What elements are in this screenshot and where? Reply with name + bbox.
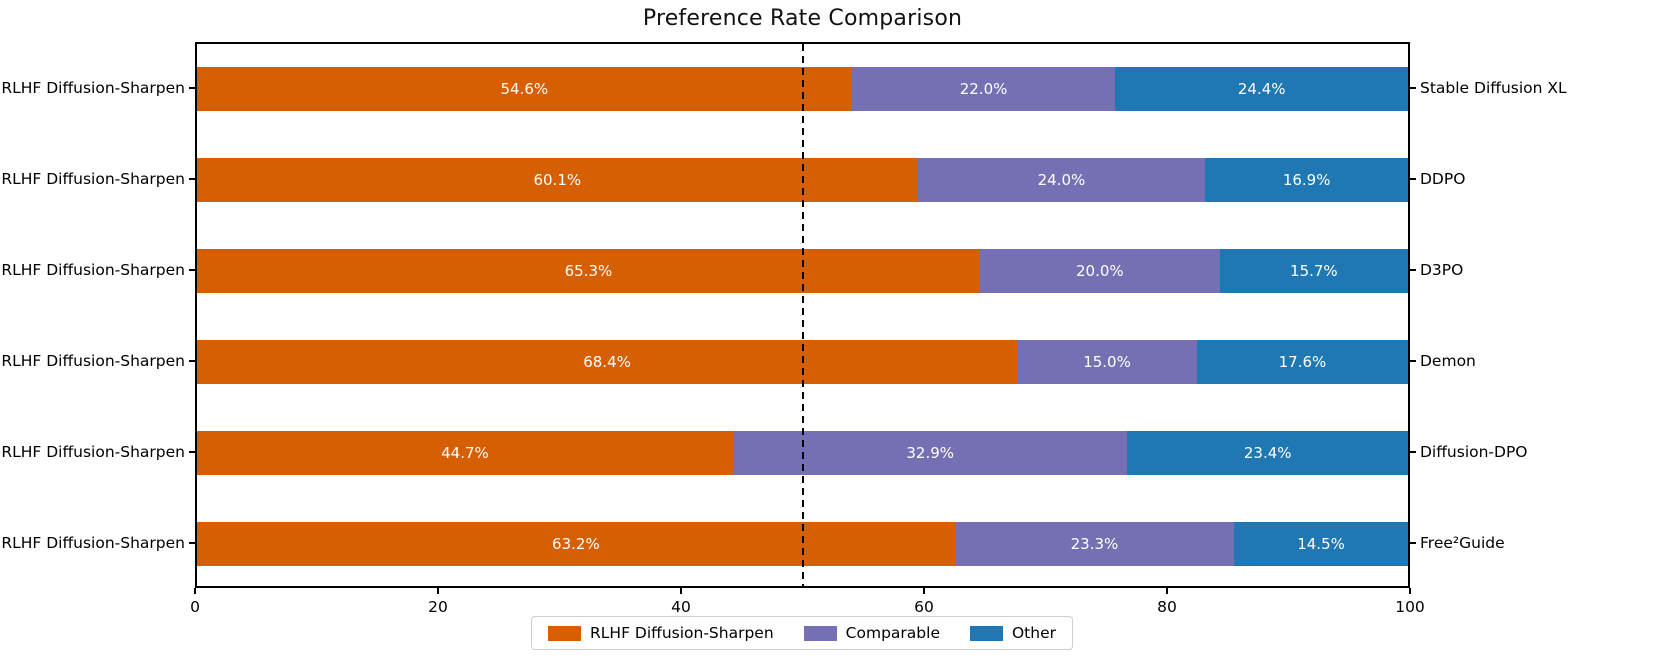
right-axis-tick	[1410, 177, 1416, 180]
row-label-right: DDPO	[1420, 169, 1466, 188]
bar-value-label: 24.0%	[1037, 171, 1086, 189]
legend-swatch	[969, 625, 1003, 641]
bar-segment: 14.5%	[1234, 522, 1408, 566]
row-label-right: Stable Diffusion XL	[1420, 78, 1567, 97]
stacked-bar: 60.1% 24.0% 16.9%	[197, 158, 1408, 202]
bar-segment: 23.4%	[1127, 431, 1408, 475]
bar-segment: 65.3%	[197, 249, 980, 293]
legend-item: RLHF Diffusion-Sharpen	[548, 624, 774, 642]
bar-value-label: 17.6%	[1278, 353, 1327, 371]
stacked-bar: 68.4% 15.0% 17.6%	[197, 340, 1408, 384]
chart-title: Preference Rate Comparison	[642, 6, 963, 31]
bar-segment: 44.7%	[197, 431, 733, 475]
bar-value-label: 16.9%	[1282, 171, 1331, 189]
bar-row: 68.4% 15.0% 17.6%	[197, 317, 1408, 408]
x-tick-label: 80	[1157, 598, 1177, 616]
left-axis-tick	[189, 359, 195, 362]
bar-value-label: 15.7%	[1290, 262, 1338, 280]
bar-row: 63.2% 23.3% 14.5%	[197, 499, 1408, 590]
left-axis-tick	[189, 541, 195, 544]
left-axis-tick	[189, 86, 195, 89]
right-axis-tick	[1410, 268, 1416, 271]
x-tick-label: 100	[1395, 598, 1425, 616]
x-tick-label: 0	[190, 598, 200, 616]
legend-swatch	[548, 625, 582, 641]
row-label-left: RLHF Diffusion-Sharpen	[1, 533, 185, 552]
x-axis-tick	[437, 588, 439, 594]
bar-segment: 15.7%	[1219, 249, 1408, 293]
bar-segment: 15.0%	[1017, 340, 1197, 384]
reference-line	[801, 44, 804, 586]
bar-segment: 60.1%	[197, 158, 918, 202]
stacked-bar: 65.3% 20.0% 15.7%	[197, 249, 1408, 293]
row-label-left: RLHF Diffusion-Sharpen	[1, 442, 185, 461]
bar-segment: 20.0%	[979, 249, 1220, 293]
bar-value-label: 60.1%	[533, 171, 582, 189]
bar-segment: 63.2%	[197, 522, 955, 566]
bar-value-label: 68.4%	[583, 353, 631, 371]
legend: RLHF Diffusion-Sharpen Comparable Other	[531, 616, 1073, 650]
bar-value-label: 15.0%	[1083, 353, 1131, 371]
bar-value-label: 32.9%	[906, 444, 955, 462]
stacked-bar: 63.2% 23.3% 14.5%	[197, 522, 1408, 566]
bar-segment: 24.4%	[1115, 67, 1408, 111]
row-label-left: RLHF Diffusion-Sharpen	[1, 78, 185, 97]
left-axis-tick	[189, 268, 195, 271]
bar-segment: 54.6%	[197, 67, 852, 111]
bar-segment: 17.6%	[1196, 340, 1408, 384]
row-label-left: RLHF Diffusion-Sharpen	[1, 169, 185, 188]
stacked-bar: 44.7% 32.9% 23.4%	[197, 431, 1408, 475]
right-axis-tick	[1410, 359, 1416, 362]
row-label-left: RLHF Diffusion-Sharpen	[1, 260, 185, 279]
bar-row: 44.7% 32.9% 23.4%	[197, 408, 1408, 499]
right-axis-tick	[1410, 86, 1416, 89]
bar-segment: 23.3%	[954, 522, 1235, 566]
row-label-right: Free²Guide	[1420, 533, 1505, 552]
legend-label: Comparable	[845, 624, 940, 642]
bar-value-label: 44.7%	[441, 444, 489, 462]
x-axis-tick	[1409, 588, 1411, 594]
x-tick-label: 40	[671, 598, 691, 616]
legend-label: Other	[1011, 624, 1056, 642]
x-tick-label: 20	[428, 598, 448, 616]
legend-label: RLHF Diffusion-Sharpen	[590, 624, 774, 642]
bar-value-label: 23.4%	[1243, 444, 1292, 462]
bar-row: 65.3% 20.0% 15.7%	[197, 226, 1408, 317]
bar-value-label: 20.0%	[1076, 262, 1124, 280]
bar-row: 60.1% 24.0% 16.9%	[197, 135, 1408, 226]
x-axis-tick	[194, 588, 196, 594]
bar-value-label: 54.6%	[500, 80, 549, 98]
bar-value-label: 24.4%	[1237, 80, 1286, 98]
legend-item: Other	[969, 624, 1056, 642]
bar-segment: 16.9%	[1205, 158, 1408, 202]
stacked-bar: 54.6% 22.0% 24.4%	[197, 67, 1408, 111]
bar-row: 54.6% 22.0% 24.4%	[197, 44, 1408, 135]
left-axis-tick	[189, 177, 195, 180]
bar-value-label: 14.5%	[1297, 535, 1345, 553]
bar-value-label: 22.0%	[959, 80, 1008, 98]
plot-area: 54.6% 22.0% 24.4% 60.1% 24.0% 16.9% 65.3% 20.0%…	[195, 42, 1410, 588]
bar-segment: 24.0%	[917, 158, 1206, 202]
x-tick-label: 60	[914, 598, 934, 616]
x-axis-tick	[680, 588, 682, 594]
legend-item: Comparable	[803, 624, 940, 642]
x-axis-tick	[1166, 588, 1168, 594]
bar-value-label: 65.3%	[564, 262, 613, 280]
bar-segment: 22.0%	[851, 67, 1116, 111]
row-label-right: Diffusion-DPO	[1420, 442, 1528, 461]
row-label-right: Demon	[1420, 351, 1476, 370]
bar-value-label: 23.3%	[1070, 535, 1119, 553]
bar-segment: 32.9%	[732, 431, 1128, 475]
row-label-left: RLHF Diffusion-Sharpen	[1, 351, 185, 370]
row-label-right: D3PO	[1420, 260, 1464, 279]
x-axis-tick	[923, 588, 925, 594]
left-axis-tick	[189, 450, 195, 453]
bar-segment: 68.4%	[197, 340, 1018, 384]
bar-value-label: 63.2%	[552, 535, 600, 553]
right-axis-tick	[1410, 450, 1416, 453]
right-axis-tick	[1410, 541, 1416, 544]
legend-swatch	[803, 625, 837, 641]
